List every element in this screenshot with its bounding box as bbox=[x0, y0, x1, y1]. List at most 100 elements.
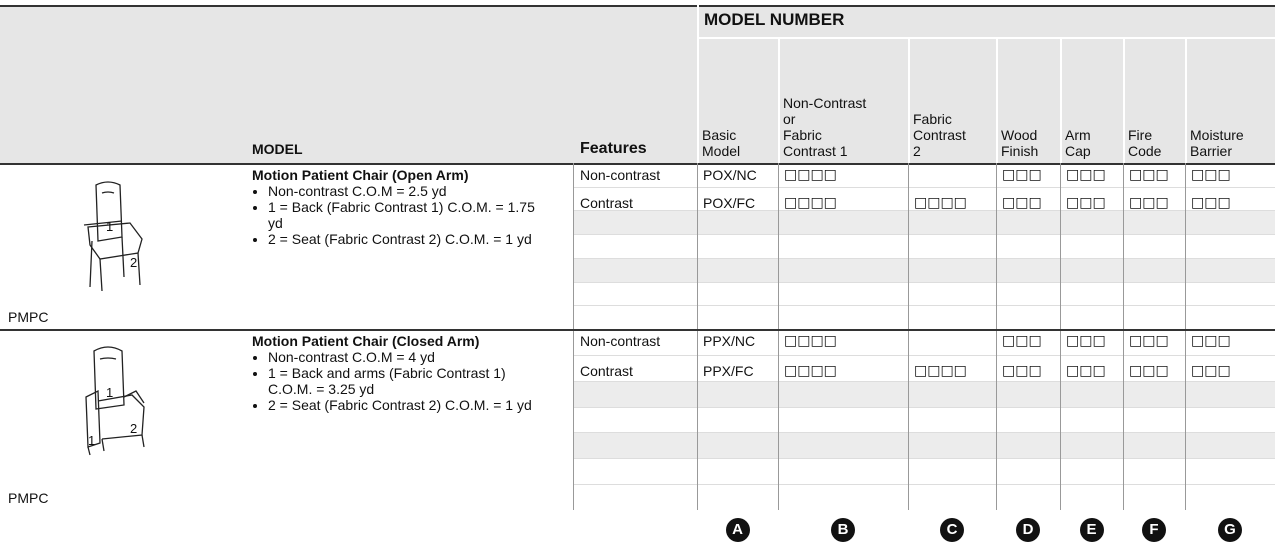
column-letter: F bbox=[1142, 518, 1166, 542]
header-col-sep bbox=[778, 37, 780, 163]
col-rule bbox=[996, 163, 997, 329]
chair-label: 1 bbox=[106, 219, 114, 234]
chair-label: 2 bbox=[130, 255, 138, 270]
row-stripe bbox=[573, 257, 1275, 282]
col-rule bbox=[1060, 163, 1061, 329]
header-col-sep bbox=[1060, 37, 1062, 163]
column-letter: D bbox=[1016, 518, 1040, 542]
row-rule bbox=[573, 354, 1275, 356]
bullet-list: Non-contrast C.O.M = 2.5 yd1 = Back (Fab… bbox=[252, 183, 552, 247]
row-stripe bbox=[573, 432, 1275, 459]
option-boxes: □□□ bbox=[1129, 194, 1169, 211]
bullet: Non-contrast C.O.M = 2.5 yd bbox=[268, 183, 552, 199]
column-heading: Fire Code bbox=[1128, 127, 1162, 159]
column-heading: Arm Cap bbox=[1065, 127, 1091, 159]
bullet: 1 = Back (Fabric Contrast 1) C.O.M. = 1.… bbox=[268, 199, 552, 231]
header-col-sep bbox=[697, 5, 699, 163]
model-heading: MODEL bbox=[252, 141, 303, 157]
option-boxes: □□□ bbox=[1129, 167, 1169, 183]
column-letter: A bbox=[725, 518, 750, 542]
col-rule bbox=[1123, 163, 1124, 329]
model-bullets: Non-contrast C.O.M = 4 yd1 = Back and ar… bbox=[252, 349, 552, 413]
col-rule bbox=[778, 329, 779, 510]
feature: Contrast bbox=[580, 194, 633, 211]
chair-label: 2 bbox=[130, 421, 138, 436]
col-rule bbox=[697, 329, 698, 510]
chair-label: 1 bbox=[106, 385, 114, 400]
col-rule bbox=[697, 163, 698, 329]
basic-model-code: POX/NC bbox=[703, 167, 757, 183]
column-letter: C bbox=[940, 518, 964, 542]
header-col-sep bbox=[908, 37, 910, 163]
features-heading: Features bbox=[580, 140, 647, 157]
option-boxes: □□□□ bbox=[914, 362, 967, 379]
option-boxes: □□□ bbox=[1066, 362, 1106, 379]
chair-illustration bbox=[83, 181, 143, 292]
column-heading: Moisture Barrier bbox=[1190, 127, 1244, 159]
group-rule bbox=[0, 329, 1275, 331]
col-rule bbox=[908, 163, 909, 329]
option-boxes: □□□□ bbox=[914, 194, 967, 211]
option-boxes: □□□ bbox=[1066, 333, 1106, 349]
option-boxes: □□□ bbox=[1002, 333, 1042, 349]
feature: Non-contrast bbox=[580, 167, 661, 183]
basic-model-code: POX/FC bbox=[703, 194, 756, 211]
bullet: 1 = Back and arms (Fabric Contrast 1) C.… bbox=[268, 365, 552, 397]
col-rule bbox=[1060, 329, 1061, 510]
row-stripe bbox=[573, 210, 1275, 235]
row-stripe bbox=[573, 380, 1275, 407]
row-rule bbox=[573, 380, 1275, 382]
basic-model-code: PPX/NC bbox=[703, 333, 756, 349]
chair-illustration bbox=[85, 346, 145, 456]
option-boxes: □□□ bbox=[1066, 194, 1106, 211]
feature: Contrast bbox=[580, 362, 633, 379]
option-boxes: □□□□ bbox=[784, 362, 837, 379]
option-boxes: □□□ bbox=[1191, 362, 1231, 379]
header-group-rule bbox=[697, 37, 1275, 39]
model-title: Motion Patient Chair (Closed Arm) bbox=[252, 333, 480, 349]
feature: Non-contrast bbox=[580, 333, 661, 349]
bullet: 2 = Seat (Fabric Contrast 2) C.O.M. = 1 … bbox=[268, 231, 552, 247]
col-rule bbox=[1185, 329, 1186, 510]
header-bottom-rule bbox=[0, 163, 1275, 165]
col-rule bbox=[1123, 329, 1124, 510]
header-band bbox=[0, 5, 1275, 163]
column-heading: Basic Model bbox=[702, 127, 741, 159]
col-rule bbox=[573, 329, 574, 510]
option-boxes: □□□□ bbox=[784, 333, 837, 349]
header-col-sep bbox=[1123, 37, 1125, 163]
header-col-sep bbox=[996, 37, 998, 163]
option-boxes: □□□□ bbox=[784, 167, 837, 183]
basic-model-code: PPX/FC bbox=[703, 362, 754, 379]
chair-label: 1 bbox=[88, 433, 96, 448]
row-rule bbox=[573, 484, 1275, 486]
option-boxes: □□□ bbox=[1002, 167, 1042, 183]
row-rule bbox=[573, 281, 1275, 283]
row-rule bbox=[573, 186, 1275, 188]
model-number-heading: MODEL NUMBER bbox=[704, 10, 845, 29]
model-bullets: Non-contrast C.O.M = 2.5 yd1 = Back (Fab… bbox=[252, 183, 552, 247]
option-boxes: □□□ bbox=[1066, 167, 1106, 183]
option-boxes: □□□□ bbox=[784, 194, 837, 211]
row-rule bbox=[573, 210, 1275, 212]
column-heading: Wood Finish bbox=[1001, 127, 1039, 159]
bullet: 2 = Seat (Fabric Contrast 2) C.O.M. = 1 … bbox=[268, 397, 552, 413]
column-letter: E bbox=[1079, 518, 1104, 542]
column-heading: Fabric Contrast 2 bbox=[913, 111, 966, 159]
column-letter: B bbox=[831, 518, 855, 542]
bullet: Non-contrast C.O.M = 4 yd bbox=[268, 349, 552, 365]
option-boxes: □□□ bbox=[1002, 362, 1042, 379]
option-boxes: □□□ bbox=[1129, 333, 1169, 349]
row-rule bbox=[573, 432, 1275, 434]
option-boxes: □□□ bbox=[1129, 362, 1169, 379]
col-rule bbox=[1185, 163, 1186, 329]
col-rule bbox=[996, 329, 997, 510]
row-rule bbox=[573, 406, 1275, 408]
row-rule bbox=[573, 257, 1275, 259]
option-boxes: □□□ bbox=[1191, 194, 1231, 211]
model-code: PMPC bbox=[8, 309, 49, 325]
header-top-rule bbox=[0, 5, 1275, 7]
row-rule bbox=[573, 305, 1275, 307]
model-title: Motion Patient Chair (Open Arm) bbox=[252, 167, 469, 183]
